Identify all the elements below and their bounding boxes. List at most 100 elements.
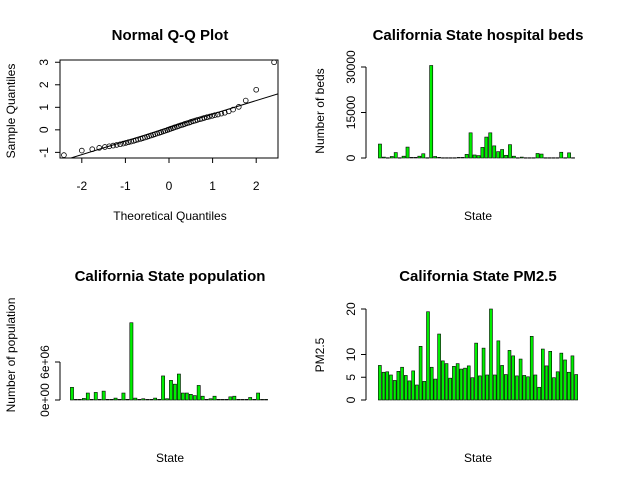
qq-x-tick-label: -2 — [76, 179, 87, 193]
qq-y-tick-label: 0 — [37, 126, 51, 133]
pm25-ylabel: PM2.5 — [313, 337, 327, 372]
population-bar — [161, 375, 165, 401]
pm25-bar — [389, 374, 393, 401]
pm25-bar — [492, 374, 497, 401]
pm25-bar — [478, 375, 482, 401]
beds-bar — [500, 149, 504, 159]
population-bar — [145, 399, 150, 401]
population-bar — [121, 392, 126, 401]
beds-bar — [425, 157, 430, 159]
beds-bar — [508, 144, 512, 159]
pm25-bar — [507, 350, 512, 401]
beds-bar — [555, 157, 560, 159]
beds-y-tick-label: 0 — [344, 154, 358, 161]
population-bar — [212, 395, 217, 401]
pm25-bar — [552, 377, 556, 401]
beds-bar — [468, 132, 473, 159]
population-bar — [129, 322, 134, 401]
population-bar — [137, 399, 142, 401]
beds-bar — [512, 155, 516, 159]
pm25-bar — [433, 378, 438, 401]
pm25-y-tick-label: 0 — [344, 396, 358, 403]
population-y-tick-label: 0e+00 — [38, 383, 52, 417]
qq-point — [253, 86, 260, 93]
pm25-bar — [537, 386, 541, 401]
pm25-bar — [385, 371, 390, 401]
pm25-bar — [455, 363, 460, 401]
beds-bar — [449, 157, 453, 159]
population-bar — [232, 395, 237, 401]
pm25-bar — [481, 347, 486, 401]
population-bar — [240, 399, 245, 401]
pm25-bar — [522, 375, 527, 401]
beds-bar — [441, 157, 445, 159]
qq-x-tick-label: 0 — [166, 179, 173, 193]
pm25-y-tick-label: 5 — [344, 374, 358, 381]
pm25-bar — [396, 371, 401, 401]
population-bar — [89, 399, 94, 401]
population-bar — [81, 398, 86, 401]
beds-bar — [547, 157, 552, 159]
pm25-panel: California State PM2.5 0 5 10 20 State PM2.… — [313, 268, 578, 465]
qq-plot-frame — [59, 59, 279, 159]
pm25-bar — [400, 366, 404, 401]
qq-y-tick-label: 1 — [37, 104, 51, 111]
pm25-bar — [496, 340, 501, 401]
beds-bar — [389, 156, 394, 159]
beds-bar — [460, 157, 465, 159]
pm25-bar — [437, 333, 441, 401]
population-y-tick-label: 6e+06 — [38, 345, 52, 379]
pm25-bar — [511, 355, 515, 401]
beds-bar — [429, 65, 434, 159]
population-bar — [113, 397, 118, 401]
beds-bar — [393, 152, 398, 159]
population-bar — [149, 399, 154, 401]
beds-title: California State hospital beds — [373, 27, 584, 44]
beds-bar — [504, 154, 508, 159]
population-bar — [133, 397, 138, 401]
pm25-bar — [441, 360, 445, 401]
qq-point — [209, 113, 215, 119]
population-bar — [109, 399, 114, 401]
population-panel: California State population 0e+00 6e+06 S… — [4, 268, 268, 465]
pm25-bar — [426, 311, 430, 401]
pm25-bar — [533, 374, 538, 401]
population-xlabel: State — [156, 451, 184, 465]
pm25-bar — [444, 363, 449, 401]
population-bar — [173, 383, 177, 401]
population-bar — [165, 398, 169, 401]
pm25-bar — [518, 358, 523, 401]
beds-xlabel: State — [464, 209, 492, 223]
beds-bar — [385, 157, 390, 159]
beds-bar — [571, 157, 575, 159]
population-bar — [224, 399, 229, 401]
beds-bar — [397, 157, 402, 159]
qq-x-tick-label: -1 — [120, 179, 131, 193]
population-bar — [101, 390, 106, 401]
qq-x-tick-label: 1 — [209, 179, 216, 193]
pm25-bar — [529, 335, 534, 401]
population-bar — [196, 385, 201, 401]
pm25-bar — [489, 308, 493, 401]
beds-bar — [515, 157, 520, 159]
population-bar — [200, 395, 205, 401]
qq-point — [204, 114, 210, 121]
pm25-bar — [559, 352, 564, 401]
qq-xlabel: Theoretical Quantiles — [113, 209, 226, 223]
population-bar — [260, 399, 264, 401]
population-bar — [264, 399, 268, 401]
population-y-axis: 0e+00 6e+06 — [38, 345, 61, 417]
qq-x-axis: -2 -1 0 1 2 — [76, 158, 260, 193]
population-bar — [105, 399, 110, 401]
pm25-bar — [574, 374, 578, 401]
pm25-bar — [544, 365, 549, 401]
pm25-bar — [566, 371, 571, 401]
beds-bar — [559, 151, 564, 159]
qq-point — [79, 147, 85, 154]
beds-bar — [519, 156, 524, 159]
qq-y-axis: -1 0 1 2 3 — [37, 59, 60, 158]
pm25-bar — [570, 355, 575, 401]
pm25-bar — [411, 370, 415, 401]
pm25-bar — [470, 377, 475, 401]
